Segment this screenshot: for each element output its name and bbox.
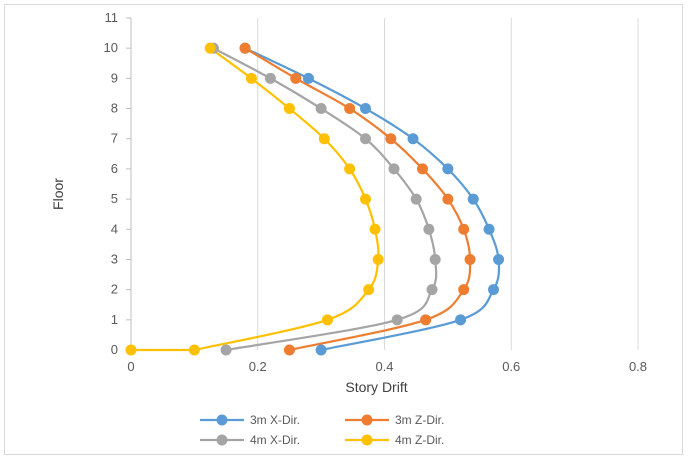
data-point (283, 103, 295, 115)
legend-label: 4m X-Dir. (250, 433, 300, 447)
data-point (429, 253, 441, 265)
data-point (493, 253, 505, 265)
data-point (321, 314, 333, 326)
data-point (467, 193, 479, 205)
x-axis-title: Story Drift (345, 379, 407, 395)
data-point (442, 163, 454, 175)
legend-marker (361, 414, 373, 426)
legend-label: 3m X-Dir. (250, 413, 300, 427)
series-line-0 (244, 47, 501, 352)
data-point (385, 133, 397, 145)
data-point (488, 284, 500, 296)
y-tick-label: 9 (111, 70, 118, 85)
series-line-1 (244, 47, 472, 352)
x-tick-label: 0.2 (249, 359, 267, 374)
data-point (458, 223, 470, 235)
x-tick-label: 0.4 (375, 359, 393, 374)
data-point (423, 223, 435, 235)
legend-label: 3m Z-Dir. (395, 413, 444, 427)
data-point (245, 72, 257, 84)
x-tick-label: 0.6 (502, 359, 520, 374)
y-tick-label: 0 (111, 342, 118, 357)
data-point (318, 133, 330, 145)
axes (126, 17, 132, 351)
y-tick-label: 8 (111, 101, 118, 116)
data-point (388, 163, 400, 175)
data-point (239, 42, 251, 54)
x-tick-label: 0.8 (629, 359, 647, 374)
series-lines (131, 47, 501, 352)
data-point (417, 163, 429, 175)
y-axis-title: Floor (50, 178, 66, 210)
legend-marker (216, 434, 228, 446)
data-point (442, 193, 454, 205)
series-line-3 (194, 47, 380, 352)
gridlines (130, 18, 639, 350)
data-point (125, 344, 137, 356)
series-points (125, 42, 505, 356)
y-tick-label: 5 (111, 191, 118, 206)
data-point (455, 314, 467, 326)
legend-marker (361, 434, 373, 446)
data-point (359, 193, 371, 205)
data-point (391, 314, 403, 326)
legend-label: 4m Z-Dir. (395, 433, 444, 447)
data-point (458, 284, 470, 296)
x-tick-label: 0 (127, 359, 134, 374)
y-tick-label: 3 (111, 251, 118, 266)
data-point (302, 72, 314, 84)
data-point (283, 344, 295, 356)
legend: 3m X-Dir. 3m Z-Dir. 4m X-Dir. 4m Z-Dir. (200, 413, 444, 447)
data-point (315, 344, 327, 356)
data-point (464, 253, 476, 265)
data-point (220, 344, 232, 356)
chart-frame (4, 4, 683, 455)
y-tick-label: 1 (111, 312, 118, 327)
data-point (363, 284, 375, 296)
y-tick-label: 11 (105, 10, 119, 25)
data-point (188, 344, 200, 356)
data-point (369, 223, 381, 235)
data-point (410, 193, 422, 205)
legend-marker (216, 414, 228, 426)
data-point (204, 42, 216, 54)
data-point (420, 314, 432, 326)
data-point (426, 284, 438, 296)
data-point (483, 223, 495, 235)
y-tick-label: 4 (111, 221, 118, 236)
data-point (359, 103, 371, 115)
data-point (372, 253, 384, 265)
y-tick-label: 10 (104, 40, 118, 55)
y-tick-label: 6 (111, 161, 118, 176)
data-point (359, 133, 371, 145)
y-tick-label: 7 (111, 131, 118, 146)
data-point (264, 72, 276, 84)
data-point (315, 103, 327, 115)
data-point (407, 133, 419, 145)
data-point (344, 103, 356, 115)
data-point (290, 72, 302, 84)
y-tick-label: 2 (111, 282, 118, 297)
series-line-2 (212, 47, 438, 352)
data-point (344, 163, 356, 175)
tick-labels: 0 0.2 0.4 0.6 0.8 0 1 2 3 4 5 6 7 8 9 10 11 (104, 10, 648, 374)
